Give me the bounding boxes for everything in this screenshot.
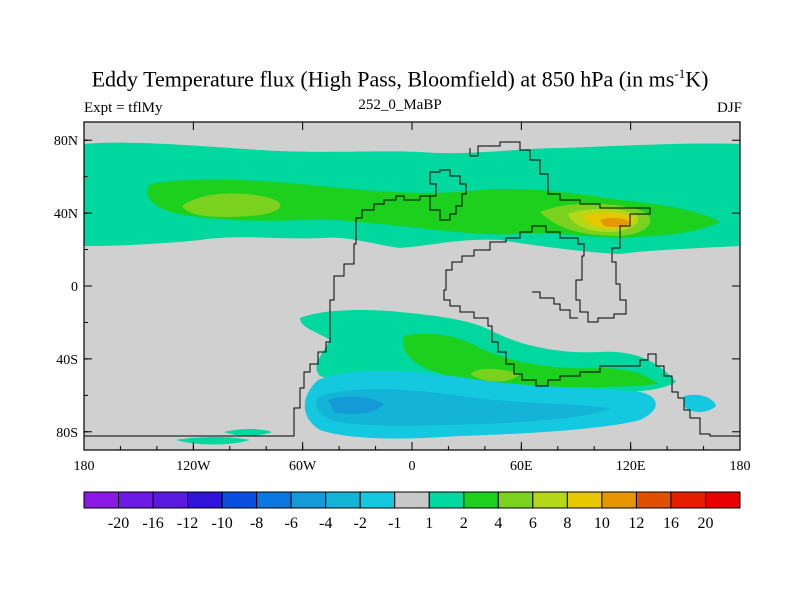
colorbar-box	[566, 491, 603, 509]
colorbar-label: -8	[250, 515, 263, 532]
x-tick-label: 180	[74, 459, 95, 474]
colorbar-label: -10	[211, 515, 232, 532]
colorbar-label: -1	[388, 515, 401, 532]
colorbar-label: 1	[425, 515, 433, 532]
chart-title: Eddy Temperature flux (High Pass, Bloomf…	[91, 66, 709, 92]
coastlines	[84, 141, 740, 437]
y-tick-label: 80N	[54, 134, 78, 149]
colorbar-box	[497, 491, 534, 509]
x-tick-label: 180	[730, 459, 751, 474]
colorbar-box	[221, 491, 258, 509]
colorbar-box	[670, 491, 706, 509]
x-tick-label: 120W	[176, 459, 211, 474]
colorbar: -20 -16 -12 -10 -8 -6 -4 -2 -1 1 2 4 6 8 10 12 16 20	[83, 491, 741, 532]
colorbar-label: -6	[284, 515, 297, 532]
colorbar-label: 10	[594, 515, 610, 532]
experiment-label: Expt = tflMy	[84, 100, 163, 116]
colorbar-label: 6	[529, 515, 537, 532]
colorbar-box	[532, 491, 568, 509]
region-southern-mid-lat-core	[403, 333, 658, 388]
x-axis: 180 120W 60W 0 60E 120E 180	[74, 122, 751, 474]
colorbar-label: 4	[494, 515, 502, 532]
coastline-east-peninsula	[532, 291, 578, 319]
colorbar-label: -4	[319, 515, 332, 532]
colorbar-label: -16	[142, 515, 163, 532]
colorbar-box	[463, 491, 499, 509]
region-south-atlantic-blob	[470, 368, 520, 382]
colorbar-box	[118, 491, 154, 509]
colorbar-box	[152, 491, 189, 509]
y-tick-label: 0	[71, 280, 78, 295]
colorbar-box	[394, 491, 430, 509]
colorbar-box	[325, 491, 361, 509]
x-tick-label: 0	[409, 459, 416, 474]
coastline-north-block	[429, 169, 467, 221]
region-indian-patch	[684, 394, 716, 412]
x-tick-label: 60W	[289, 459, 317, 474]
colorbar-box	[601, 491, 637, 509]
colorbar-box	[256, 491, 292, 509]
region-north-pacific-core	[182, 193, 281, 217]
colorbar-label: -2	[354, 515, 367, 532]
colorbar-box	[359, 491, 396, 509]
colorbar-label: 2	[460, 515, 468, 532]
region-asia-peak	[600, 217, 630, 228]
colorbar-box	[83, 491, 120, 509]
colorbar-label: 16	[663, 515, 679, 532]
y-tick-label: 40S	[56, 353, 78, 368]
coastline-western-continent	[84, 195, 430, 437]
y-tick-label: 80S	[56, 426, 78, 441]
season-label: DJF	[716, 100, 742, 116]
region-southern-ocean-core	[315, 389, 610, 426]
colorbar-box	[290, 491, 327, 509]
x-tick-label: 120E	[616, 459, 646, 474]
colorbar-box	[704, 491, 741, 509]
colorbar-box	[428, 491, 465, 509]
colorbar-label: -20	[108, 515, 129, 532]
colorbar-label: 8	[563, 515, 571, 532]
coastline-main-continent	[443, 141, 740, 437]
y-tick-label: 40N	[54, 207, 78, 222]
colorbar-box	[635, 491, 672, 509]
colorbar-label: 12	[628, 515, 644, 532]
colorbar-box	[187, 491, 223, 509]
region-south-pacific-patch	[224, 429, 272, 436]
field-contours	[84, 142, 740, 445]
y-axis: 80N 40N 0 40S 80S	[54, 134, 740, 441]
colorbar-label: 20	[697, 515, 713, 532]
colorbar-label: -12	[177, 515, 198, 532]
case-label: 252_0_MaBP	[358, 97, 442, 113]
region-southern-ocean-min	[328, 396, 384, 414]
x-tick-label: 60E	[510, 459, 533, 474]
region-pacific-patch	[176, 437, 250, 445]
